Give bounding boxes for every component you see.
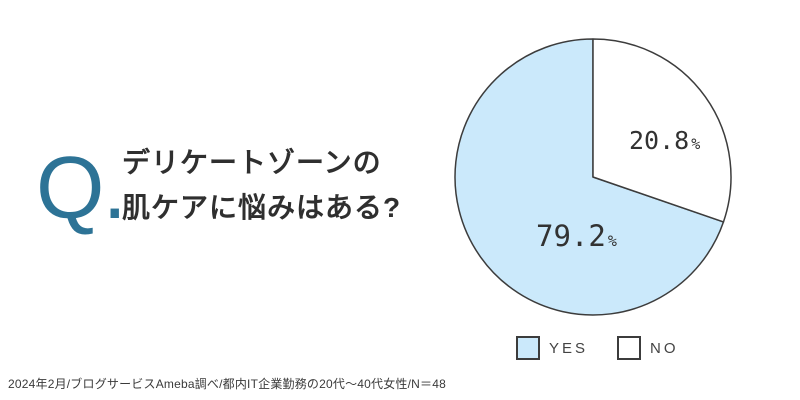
question-title: デリケートゾーンの 肌ケアに悩みはある? [122, 140, 401, 230]
pie-label-no-unit: % [691, 135, 701, 153]
legend-item-no: NO [617, 336, 679, 360]
pie-label-no-value: 20.8 [629, 126, 690, 155]
legend-label-no: NO [650, 339, 679, 357]
q-mark: Q. [36, 138, 127, 237]
pie-label-yes-value: 79.2 [536, 219, 606, 253]
survey-caption: 2024年2月/ブログサービスAmeba調べ/都内IT企業勤務の20代〜40代女… [8, 377, 446, 391]
pie-slice-no [592, 38, 732, 223]
pie-slice-yes [454, 38, 725, 316]
pie-label-no: 20.8 % [629, 128, 700, 153]
pie-chart [454, 38, 732, 316]
pie-label-yes-unit: % [607, 232, 617, 250]
legend-swatch-yes [516, 336, 540, 360]
legend-label-yes: YES [549, 339, 589, 357]
legend-item-yes: YES [516, 336, 588, 360]
question-line-2: 肌ケアに悩みはある? [122, 192, 402, 223]
legend: YES NO [516, 336, 679, 360]
pie-label-yes: 79.2 % [536, 222, 617, 251]
legend-swatch-no [617, 336, 642, 360]
question-line-1: デリケートゾーンの [122, 147, 382, 178]
